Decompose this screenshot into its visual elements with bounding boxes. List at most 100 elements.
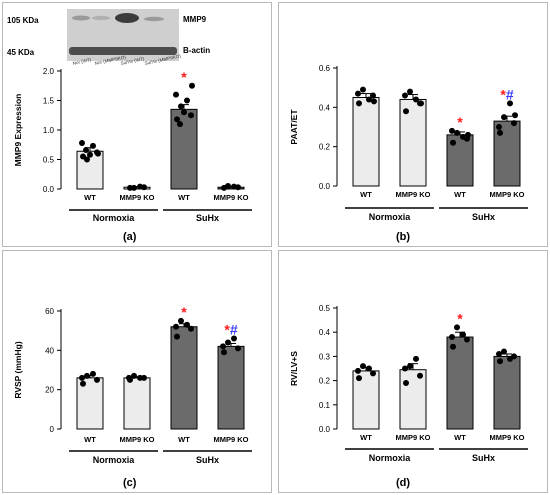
data-point: [87, 151, 93, 158]
y-tick-label: 0.4: [319, 103, 331, 112]
bar: [123, 377, 151, 430]
data-point: [90, 370, 96, 377]
data-point: [174, 116, 180, 123]
y-tick-label: 0.5: [319, 304, 331, 313]
y-tick-label: 0.0: [319, 182, 331, 191]
data-point: [450, 139, 456, 146]
significance-marker: *: [181, 304, 187, 320]
y-axis-label: RV/LV+S: [289, 351, 299, 386]
data-point: [79, 139, 85, 146]
data-point: [137, 374, 143, 381]
data-point: [402, 365, 408, 372]
bar: [217, 345, 245, 430]
y-axis-label: PAAT/ET: [289, 109, 299, 145]
data-point: [450, 343, 456, 350]
data-point: [131, 184, 137, 191]
group-label: Normoxia: [369, 453, 412, 463]
blot-band-bottom-label: B-actin: [183, 46, 210, 55]
data-point: [418, 100, 424, 107]
y-tick-label: 0.2: [319, 143, 331, 152]
data-point: [221, 349, 227, 356]
data-point: [507, 100, 513, 107]
data-point: [178, 317, 184, 324]
blot-lane-label-3: Su/Hx (WT): [120, 56, 145, 66]
data-point: [407, 363, 413, 370]
group-label: Normoxia: [93, 213, 136, 223]
blot-band-bactin: [69, 47, 177, 55]
data-point: [497, 129, 503, 136]
data-point: [173, 91, 179, 98]
y-tick-label: 0.2: [319, 377, 331, 386]
data-point: [464, 336, 470, 343]
data-point: [355, 90, 361, 97]
data-point: [83, 147, 89, 154]
data-point: [231, 183, 237, 190]
data-point: [355, 367, 361, 374]
group-label: SuHx: [196, 455, 219, 465]
group-label: Normoxia: [369, 212, 412, 222]
blot-band-top-label: MMP9: [183, 15, 207, 24]
y-tick-label: 0.5: [43, 156, 55, 165]
panel-label-d: (d): [396, 477, 411, 489]
data-point: [94, 376, 100, 383]
panel-c: 0 20 40 60 RVSP (mmHg) WT MMP9 KO * WT *# MMP9 KO N…: [2, 250, 272, 493]
data-point: [178, 103, 184, 110]
category-label: MMP9 KO: [119, 193, 154, 202]
data-point: [511, 120, 517, 127]
y-tick-label: 0.0: [43, 185, 55, 194]
data-point: [465, 131, 471, 138]
category-label: WT: [84, 435, 96, 444]
data-point: [126, 374, 132, 381]
data-point: [184, 321, 190, 328]
data-point: [188, 112, 194, 119]
significance-marker: *: [181, 69, 187, 85]
category-label: WT: [84, 193, 96, 202]
data-point: [84, 372, 90, 379]
data-point: [403, 108, 409, 115]
data-point: [177, 121, 183, 128]
data-point: [402, 92, 408, 99]
data-point: [454, 129, 460, 136]
category-label: MMP9 KO: [213, 193, 248, 202]
category-label: MMP9 KO: [213, 435, 248, 444]
data-point: [512, 112, 518, 119]
panel-label-a: (a): [123, 231, 137, 243]
bar: [399, 369, 427, 430]
blot-band-mmp9-lane2: [92, 15, 110, 21]
data-point: [360, 86, 366, 93]
y-tick-label: 0.1: [319, 401, 331, 410]
data-point: [454, 324, 460, 331]
bar: [399, 98, 427, 187]
panel-label-b: (b): [396, 231, 411, 243]
y-tick-label: 0: [50, 425, 55, 434]
category-label: MMP9 KO: [395, 433, 430, 442]
data-point: [501, 348, 507, 355]
data-point: [137, 183, 143, 190]
data-point: [496, 350, 502, 357]
data-point: [449, 334, 455, 341]
data-point: [174, 333, 180, 340]
blot-band-mmp9-lane1: [72, 15, 90, 21]
significance-marker: *: [457, 114, 463, 130]
data-point: [184, 97, 190, 104]
data-point: [501, 114, 507, 121]
blot-band-mmp9-lane3: [115, 13, 139, 23]
bar: [170, 108, 198, 190]
significance-marker: *: [457, 310, 463, 326]
panel-b: 0.0 0.2 0.4 0.6 PAAT/ET WT MMP9 KO * WT *# MMP9 KO…: [278, 2, 548, 247]
data-point: [460, 133, 466, 140]
category-label: WT: [178, 435, 190, 444]
y-tick-label: 0.3: [319, 352, 331, 361]
y-tick-label: 20: [45, 386, 54, 395]
bar: [170, 326, 198, 430]
group-label: SuHx: [472, 212, 495, 222]
data-point: [460, 331, 466, 338]
data-point: [79, 374, 85, 381]
data-point: [413, 96, 419, 103]
data-point: [413, 355, 419, 362]
data-point: [356, 100, 362, 107]
data-point: [95, 150, 101, 157]
data-point: [84, 156, 90, 163]
data-point: [225, 183, 231, 190]
category-label: WT: [454, 433, 466, 442]
